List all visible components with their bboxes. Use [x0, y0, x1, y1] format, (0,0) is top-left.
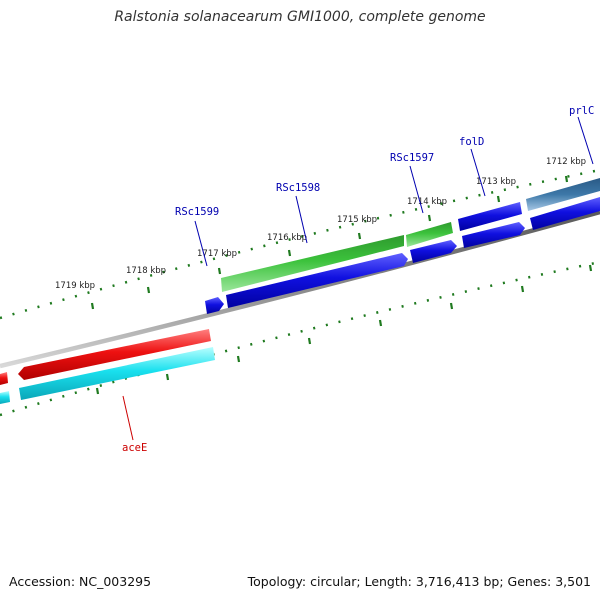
gene-label-rsc1598: RSc1598	[276, 182, 320, 194]
gene-arrow-acee[interactable]	[18, 329, 211, 380]
gene-arrow-prlc-lane2[interactable]	[530, 197, 600, 230]
scale-label: 1718 kbp	[126, 266, 166, 276]
forward-lane-2-genes	[205, 197, 600, 314]
gene-arrow-left-red[interactable]	[0, 372, 8, 385]
callout-line-acee	[122, 395, 134, 441]
callout-line-rsc1598	[295, 195, 308, 244]
major-tick	[564, 175, 569, 183]
major-tick	[146, 286, 151, 294]
gene-arrow-prlc[interactable]	[526, 178, 600, 211]
gene-label-rsc1597: RSc1597	[390, 152, 434, 164]
major-tick	[165, 373, 170, 381]
major-ticks	[90, 175, 593, 395]
callout-line-rsc1599	[194, 220, 208, 267]
callout-line-rsc1597	[409, 165, 424, 214]
major-tick	[449, 302, 454, 310]
scale-label: 1713 kbp	[476, 177, 516, 187]
gene-arrow-rsc1597[interactable]	[406, 222, 453, 247]
major-tick	[236, 355, 241, 363]
callout-lines	[122, 116, 594, 441]
major-tick	[427, 214, 432, 222]
scale-label: 1719 kbp	[55, 281, 95, 291]
major-tick	[496, 195, 501, 203]
major-tick	[520, 285, 525, 293]
gene-arrow-fold[interactable]	[462, 222, 525, 248]
gene-arrow-rsc1599[interactable]	[205, 297, 224, 314]
gene-label-prlc: prlC	[569, 105, 594, 117]
scale-label: 1715 kbp	[337, 215, 377, 225]
gene-arrow-rsc1598[interactable]	[221, 235, 404, 292]
genome-summary-text: Topology: circular; Length: 3,716,413 bp…	[247, 574, 591, 589]
forward-strand-genes	[221, 178, 600, 292]
gene-arrow-acee-lane2[interactable]	[19, 347, 215, 400]
callout-line-fold	[470, 148, 486, 197]
gene-arrow-fold-outer[interactable]	[458, 202, 522, 231]
major-tick	[90, 302, 95, 310]
reverse-strand-genes	[0, 329, 215, 404]
gene-label-acee: aceE	[122, 442, 147, 454]
scale-label: 1712 kbp	[546, 157, 586, 167]
callout-line-prlc	[577, 116, 594, 165]
major-tick	[95, 387, 100, 395]
gene-arrow-rsc1598-lane2[interactable]	[226, 253, 408, 308]
major-tick	[357, 232, 362, 240]
gene-label-rsc1599: RSc1599	[175, 206, 219, 218]
scale-labels: 1719 kbp 1718 kbp 1717 kbp 1716 kbp 1715…	[55, 157, 586, 291]
scale-label: 1716 kbp	[267, 233, 307, 243]
major-tick	[378, 319, 383, 327]
scale-label: 1714 kbp	[407, 197, 447, 207]
map-title: Ralstonia solanacearum GMI1000, complete…	[114, 9, 486, 25]
accession-text: Accession: NC_003295	[9, 574, 152, 589]
major-tick	[217, 267, 222, 275]
major-tick	[307, 337, 312, 345]
major-tick	[287, 249, 292, 257]
gene-arrow-left-cyan[interactable]	[0, 391, 10, 404]
inner-track-dashes	[0, 260, 600, 417]
gene-arrow-rsc1597-lane2[interactable]	[410, 240, 457, 263]
gene-label-fold: folD	[459, 136, 484, 148]
gene-labels: prlC folD RSc1597 RSc1598 RSc1599 aceE	[122, 105, 594, 454]
major-tick	[588, 264, 593, 272]
scale-label: 1717 kbp	[197, 249, 237, 259]
